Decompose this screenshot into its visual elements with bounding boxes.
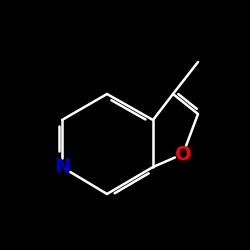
Text: O: O — [175, 144, 191, 164]
Text: N: N — [54, 158, 70, 176]
